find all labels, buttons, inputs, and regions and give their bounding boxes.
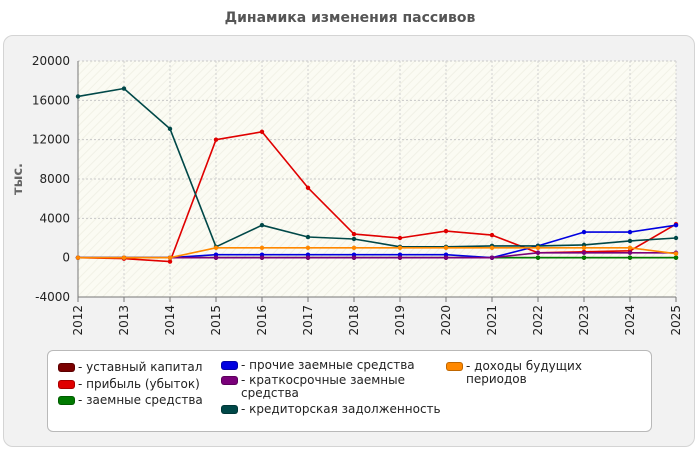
data-point <box>627 255 633 260</box>
data-point <box>673 255 679 260</box>
data-point <box>627 245 633 251</box>
data-point <box>259 245 265 251</box>
data-point <box>167 255 173 260</box>
data-point <box>75 94 81 99</box>
legend-label: - прибыль (убыток) <box>78 377 200 391</box>
x-tick-label: 2021 <box>485 305 499 336</box>
data-point <box>535 250 541 255</box>
legend-item[interactable]: - доходы будущих периодов <box>446 360 646 386</box>
data-point <box>581 229 587 235</box>
data-point <box>213 245 219 251</box>
data-point <box>489 245 495 251</box>
data-point <box>167 259 173 264</box>
y-tick-label: 12000 <box>32 133 70 147</box>
data-point <box>489 255 495 260</box>
x-tick-label: 2016 <box>255 305 269 336</box>
data-point <box>167 126 173 132</box>
legend-label: - заемные средства <box>78 393 203 407</box>
chart-title: Динамика изменения пассивов <box>224 10 476 26</box>
data-point <box>535 245 541 251</box>
data-point <box>259 255 265 260</box>
data-point <box>627 250 633 255</box>
data-point <box>259 223 265 228</box>
data-point <box>305 255 311 260</box>
data-point <box>351 231 357 237</box>
data-point <box>121 255 127 260</box>
y-tick-label: 4000 <box>39 211 70 225</box>
y-tick-label: 16000 <box>32 93 70 107</box>
data-point <box>627 229 633 235</box>
x-tick-label: 2025 <box>669 305 683 336</box>
y-tick-label: 20000 <box>32 54 70 68</box>
data-point <box>581 250 587 255</box>
series-line <box>77 131 677 263</box>
legend-swatch <box>221 361 238 370</box>
data-point <box>581 255 587 260</box>
y-tick-label: 0 <box>62 251 70 265</box>
data-point <box>305 185 311 191</box>
chart-legend: - уставный капитал - прибыль (убыток) - за… <box>47 350 652 432</box>
x-tick-label: 2014 <box>163 305 177 336</box>
data-point <box>351 245 357 251</box>
data-point <box>121 86 127 91</box>
x-tick-label: 2019 <box>393 305 407 336</box>
data-point <box>259 129 265 134</box>
data-point <box>397 235 403 241</box>
data-point <box>351 236 357 242</box>
data-point <box>443 245 449 251</box>
legend-label: - кредиторская задолженность <box>241 402 441 416</box>
legend-item[interactable]: - прочие заемные средства <box>221 359 421 372</box>
data-point <box>397 245 403 251</box>
legend-label: - краткосрочные заемные средства <box>241 373 405 400</box>
data-point <box>397 255 403 260</box>
data-point <box>673 251 679 256</box>
series-line <box>77 87 677 248</box>
data-point <box>213 137 219 142</box>
x-tick-label: 2018 <box>347 305 361 336</box>
x-tick-label: 2020 <box>439 305 453 336</box>
series-line <box>78 252 676 259</box>
legend-swatch <box>58 396 75 405</box>
legend-swatch <box>221 405 238 414</box>
x-tick-label: 2024 <box>623 305 637 336</box>
legend-item[interactable]: - уставный капитал <box>58 361 218 374</box>
y-tick-label: -4000 <box>35 290 70 304</box>
data-point <box>351 255 357 260</box>
data-point <box>443 255 449 260</box>
data-point <box>443 228 449 234</box>
legend-swatch <box>58 380 75 389</box>
data-point <box>673 223 679 228</box>
x-tick-label: 2012 <box>71 305 85 336</box>
legend-swatch <box>58 363 75 372</box>
data-point <box>535 255 541 260</box>
legend-swatch <box>446 362 463 371</box>
data-point <box>305 234 311 240</box>
legend-swatch <box>221 376 238 385</box>
data-point <box>75 255 81 260</box>
legend-label: - доходы будущих периодов <box>466 359 582 386</box>
x-tick-label: 2023 <box>577 305 591 336</box>
legend-label: - уставный капитал <box>78 360 203 374</box>
data-point <box>305 245 311 251</box>
x-tick-label: 2013 <box>117 305 131 336</box>
x-tick-label: 2017 <box>301 305 315 336</box>
series-line <box>78 247 677 259</box>
y-tick-label: 8000 <box>39 172 70 186</box>
x-tick-label: 2022 <box>531 305 545 336</box>
legend-label: - прочие заемные средства <box>241 358 415 372</box>
legend-item[interactable]: - краткосрочные заемные средства <box>221 374 421 400</box>
data-point <box>581 245 587 251</box>
x-tick-label: 2015 <box>209 305 223 336</box>
data-point <box>627 238 633 244</box>
y-axis-label: тыс. <box>11 163 26 195</box>
data-point <box>213 255 219 260</box>
legend-item[interactable]: - прибыль (убыток) <box>58 378 218 391</box>
data-point <box>673 235 679 241</box>
legend-item[interactable]: - заемные средства <box>58 394 218 407</box>
data-point <box>489 232 495 238</box>
legend-item[interactable]: - кредиторская задолженность <box>221 403 441 416</box>
